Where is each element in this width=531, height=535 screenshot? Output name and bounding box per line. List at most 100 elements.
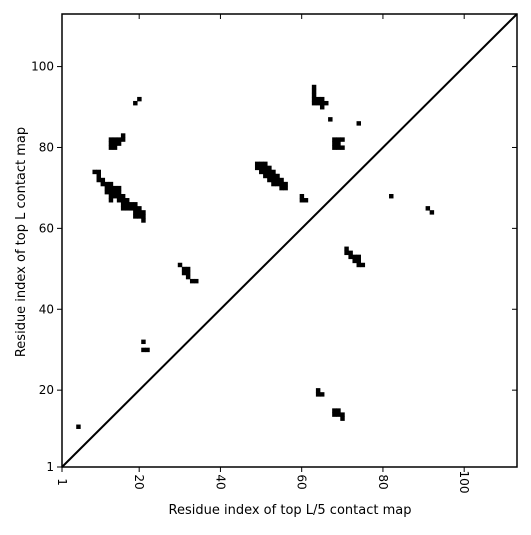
contact-cell-upper <box>104 185 110 191</box>
contact-cell-upper <box>129 206 134 211</box>
contact-cell-lower <box>336 412 341 417</box>
contact-cell-upper <box>279 181 284 187</box>
contact-cell-upper <box>356 262 361 268</box>
contact-cell-upper <box>311 88 317 94</box>
diagonal-line <box>61 13 518 468</box>
contact-cell-upper <box>124 198 130 203</box>
contact-cell-upper <box>299 198 305 203</box>
contact-cell-upper <box>108 185 114 191</box>
contact-cell-upper <box>267 177 272 183</box>
contact-cell-upper <box>141 347 146 353</box>
contact-cell-lower <box>76 424 81 429</box>
contact-cell-upper <box>133 214 138 219</box>
contact-cells <box>76 84 435 429</box>
contact-cell-upper <box>259 169 264 175</box>
y-tick-label: 40 <box>39 302 54 316</box>
contact-cell-upper <box>112 185 118 191</box>
contact-cell-upper <box>254 161 260 167</box>
contact-cell-upper <box>108 141 114 146</box>
x-tick-label: 20 <box>132 474 146 489</box>
contact-cell-upper <box>352 258 357 264</box>
contact-cell-upper <box>429 210 435 215</box>
contact-cell-upper <box>254 165 260 171</box>
contact-cell-upper <box>263 169 268 175</box>
contact-cell-upper <box>267 165 272 171</box>
contact-cell-upper <box>129 202 134 207</box>
y-tick-label: 80 <box>39 140 54 154</box>
contact-cell-upper <box>263 173 268 179</box>
contact-cell-lower <box>315 388 321 393</box>
contact-cell-upper <box>311 92 317 98</box>
contact-cell-upper <box>120 133 126 138</box>
contact-cell-upper <box>92 169 97 175</box>
contact-cell-upper <box>259 165 264 171</box>
contact-cell-upper <box>315 100 321 106</box>
contact-cell-upper <box>311 84 317 90</box>
contact-cell-upper <box>108 137 114 142</box>
contact-cell-upper <box>108 189 114 195</box>
contact-cell-upper <box>108 193 114 199</box>
contact-cell-upper <box>283 181 288 187</box>
contact-cell-upper <box>319 105 325 110</box>
contact-cell-upper <box>112 193 118 199</box>
contact-cell-upper <box>340 137 345 142</box>
contact-cell-upper <box>360 262 366 268</box>
contact-cell-upper <box>120 206 126 211</box>
contact-cell-upper <box>389 193 394 199</box>
contact-cell-upper <box>275 177 280 183</box>
contact-cell-upper <box>104 189 110 195</box>
contact-cell-upper <box>324 100 329 106</box>
contact-cell-upper <box>108 198 114 203</box>
contact-cell-upper <box>112 145 118 150</box>
contact-cell-upper <box>112 137 118 142</box>
contact-cell-lower <box>336 408 341 413</box>
contact-cell-upper <box>332 145 337 150</box>
contact-cell-upper <box>181 266 187 272</box>
contact-cell-upper <box>267 173 272 179</box>
contact-cell-upper <box>275 181 280 187</box>
contact-cell-upper <box>133 100 138 106</box>
contact-cell-upper <box>271 169 276 175</box>
y-axis-label: Residue index of top L contact map <box>14 127 29 357</box>
y-tick-label: 100 <box>31 60 54 74</box>
contact-cell-upper <box>96 173 101 179</box>
x-axis-label: Residue index of top L/5 contact map <box>169 503 412 518</box>
contact-cell-upper <box>177 262 183 268</box>
contact-cell-upper <box>356 254 361 260</box>
contact-cell-upper <box>263 165 268 171</box>
contact-cell-upper <box>141 339 146 345</box>
contact-cell-upper <box>271 181 276 187</box>
contact-cell-upper <box>96 177 101 183</box>
contact-cell-upper <box>100 181 106 187</box>
contact-cell-upper <box>275 173 280 179</box>
contact-cell-upper <box>332 141 337 146</box>
contact-cell-upper <box>279 177 284 183</box>
contact-cell-upper <box>336 137 341 142</box>
contact-cell-upper <box>319 100 325 106</box>
contact-cell-lower <box>319 392 325 397</box>
y-tick-label: 1 <box>46 460 54 474</box>
contact-cell-upper <box>141 218 146 223</box>
contact-cell-upper <box>340 145 345 150</box>
contact-cell-upper <box>267 169 272 175</box>
contact-cell-upper <box>348 250 353 256</box>
contact-cell-upper <box>116 189 122 195</box>
contact-cell-upper <box>189 278 195 284</box>
contact-cell-upper <box>141 214 146 219</box>
contact-cell-upper <box>303 198 309 203</box>
contact-cell-upper <box>96 169 101 175</box>
x-tick-label: 60 <box>295 474 309 489</box>
contact-cell-upper <box>185 270 191 276</box>
contact-cell-upper <box>137 206 142 211</box>
x-tick-label: 1 <box>55 478 69 486</box>
x-tick-label: 100 <box>457 471 471 494</box>
contact-cell-upper <box>185 266 191 272</box>
contact-cell-upper <box>283 185 288 191</box>
contact-cell-upper <box>137 214 142 219</box>
contact-cell-upper <box>108 181 114 187</box>
contact-cell-upper <box>311 100 317 106</box>
contact-cell-upper <box>344 246 349 252</box>
contact-cell-upper <box>116 141 122 146</box>
